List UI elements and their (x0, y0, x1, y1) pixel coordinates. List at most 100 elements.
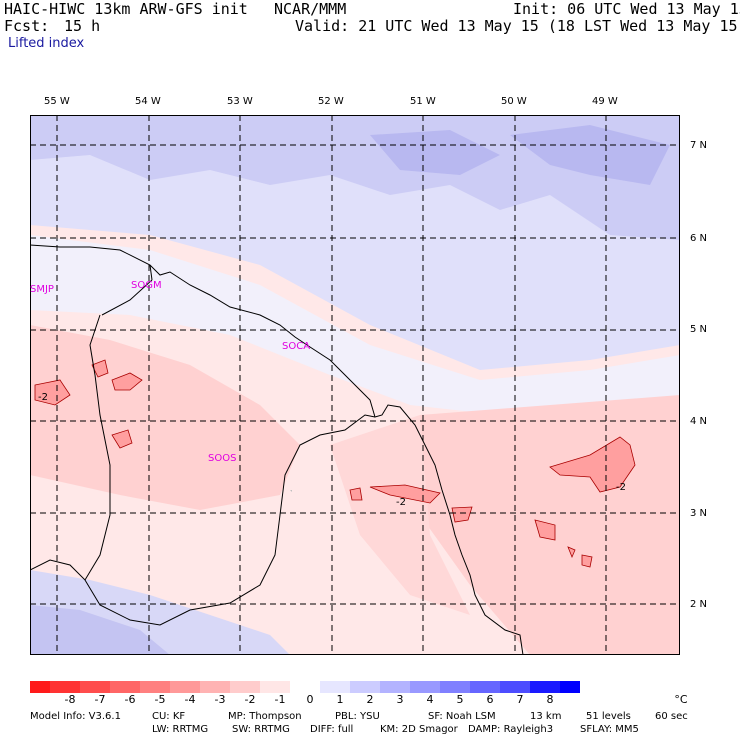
contour-minus2 (581, 554, 593, 568)
stable-region (370, 130, 500, 175)
contour-minus2 (549, 436, 636, 493)
lon-label: 51 W (410, 96, 436, 107)
legend-swatch (110, 681, 140, 693)
coastline (30, 244, 524, 655)
contour-label: -2 (396, 497, 406, 508)
footer-timestep: 60 sec (655, 711, 688, 722)
legend-tick: 3 (396, 693, 404, 706)
legend-swatch (80, 681, 110, 693)
field-name: Lifted index (8, 36, 85, 51)
lon-label: 55 W (44, 96, 70, 107)
center-label: NCAR/MMM (274, 0, 347, 18)
legend-unit: °C (674, 693, 688, 706)
footer-pbl: PBL: YSU (335, 711, 380, 722)
legend-swatch (260, 681, 290, 693)
legend-swatch (440, 681, 470, 693)
lat-label: 3 N (690, 508, 708, 519)
legend-tick: -2 (244, 693, 256, 706)
station-label: SOGM (131, 280, 162, 291)
contour-minus2 (534, 519, 556, 541)
legend-swatch (200, 681, 230, 693)
lon-label: 52 W (318, 96, 344, 107)
stable-region (510, 125, 670, 185)
footer-sflay: SFLAY: MM5 (580, 724, 639, 735)
footer-km: KM: 2D Smagor (380, 724, 458, 735)
lat-label: 2 N (690, 599, 708, 610)
lon-label: 54 W (135, 96, 161, 107)
contour-minus2 (34, 379, 71, 406)
lon-label: 53 W (227, 96, 253, 107)
valid-time: Valid: 21 UTC Wed 13 May 15 (18 LST Wed … (295, 17, 740, 35)
contour-minus2 (451, 506, 473, 523)
legend-tick: -8 (64, 693, 76, 706)
lon-label: 49 W (592, 96, 618, 107)
unstable-region (330, 415, 470, 615)
contour-minus2 (567, 546, 576, 559)
station-label: SOCA (282, 341, 311, 352)
legend-tick: 7 (516, 693, 524, 706)
legend-swatch (560, 681, 580, 693)
legend-swatch (290, 681, 320, 693)
init-time: Init: 06 UTC Wed 13 May 15 (513, 0, 740, 18)
legend-swatch (380, 681, 410, 693)
legend-swatch (230, 681, 260, 693)
lat-label: 5 N (690, 324, 708, 335)
legend-tick: -3 (214, 693, 226, 706)
legend-tick: -7 (94, 693, 106, 706)
footer-sf: SF: Noah LSM (428, 711, 496, 722)
footer-damp: DAMP: Rayleigh3 (468, 724, 554, 735)
stable-region (30, 115, 680, 240)
legend-swatch (170, 681, 200, 693)
footer-cu: CU: KF (152, 711, 186, 722)
footer-diff: DIFF: full (310, 724, 354, 735)
model-title: HAIC-HIWC 13km ARW-GFS init (4, 0, 248, 18)
forecast-label: Fcst: (4, 17, 50, 35)
lon-label: 50 W (501, 96, 527, 107)
legend-swatch (50, 681, 80, 693)
contour-minus2 (111, 372, 143, 391)
contour-minus2 (290, 490, 292, 492)
footer-resolution: 13 km (530, 711, 562, 722)
legend-tick: 6 (486, 693, 494, 706)
footer-lw: LW: RRTMG (152, 724, 209, 735)
lat-label: 6 N (690, 233, 708, 244)
lat-label: 4 N (690, 416, 708, 427)
legend-tick: 8 (546, 693, 554, 706)
contour-minus2 (349, 487, 363, 501)
contour-label: -2 (616, 482, 626, 493)
legend-swatch (410, 681, 440, 693)
legend-tick: -5 (154, 693, 166, 706)
footer-mp: MP: Thompson (228, 711, 302, 722)
footer-model-info: Model Info: V3.6.1 (30, 711, 121, 722)
legend-tick: 1 (336, 693, 344, 706)
contour-minus2 (91, 359, 109, 378)
stable-region (30, 605, 170, 655)
legend-tick: 5 (456, 693, 464, 706)
lat-label: 7 N (690, 140, 708, 151)
legend-tick: -6 (124, 693, 136, 706)
legend-tick: 2 (366, 693, 374, 706)
contour-label: -2 (38, 392, 48, 403)
neutral-band (30, 235, 680, 415)
lifted-index-map (30, 115, 680, 655)
legend-swatch (530, 681, 560, 693)
station-label: SOOS (208, 453, 237, 464)
footer-sw: SW: RRTMG (232, 724, 290, 735)
legend-swatch (320, 681, 350, 693)
border-line (101, 279, 153, 316)
border-line (149, 264, 153, 281)
legend-tick: 4 (426, 693, 434, 706)
legend-tick: 0 (306, 693, 314, 706)
legend-swatch (350, 681, 380, 693)
legend-swatch (30, 681, 50, 693)
station-label: SMJP (30, 284, 54, 295)
graticule (30, 115, 680, 655)
footer-levels: 51 levels (586, 711, 631, 722)
legend-swatch (140, 681, 170, 693)
border-line (84, 414, 376, 626)
contour-minus2 (111, 429, 133, 449)
map-frame (30, 115, 680, 655)
border-line (30, 314, 111, 581)
legend-swatch (470, 681, 500, 693)
legend-tick: -1 (274, 693, 286, 706)
